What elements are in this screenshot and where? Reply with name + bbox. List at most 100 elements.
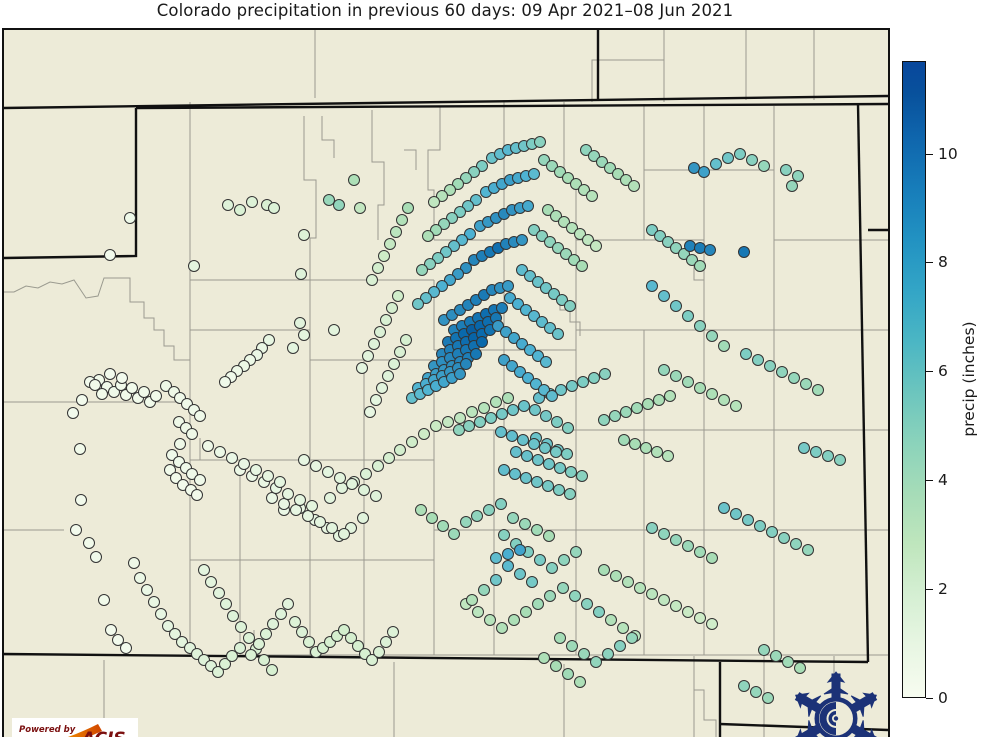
scatter-point[interactable] (462, 200, 474, 212)
scatter-point[interactable] (653, 394, 665, 406)
scatter-point[interactable] (128, 557, 140, 569)
scatter-point[interactable] (75, 494, 87, 506)
scatter-point[interactable] (542, 480, 554, 492)
scatter-point[interactable] (460, 358, 472, 370)
scatter-point[interactable] (380, 314, 392, 326)
scatter-point[interactable] (582, 234, 594, 246)
scatter-point[interactable] (570, 178, 582, 190)
scatter-point[interactable] (612, 168, 624, 180)
scatter-point[interactable] (466, 406, 478, 418)
scatter-point[interactable] (810, 446, 822, 458)
scatter-point[interactable] (378, 250, 390, 262)
scatter-point[interactable] (508, 614, 520, 626)
scatter-point[interactable] (214, 446, 226, 458)
scatter-point[interactable] (522, 200, 534, 212)
scatter-point[interactable] (521, 450, 533, 462)
scatter-point[interactable] (550, 210, 562, 222)
scatter-point[interactable] (670, 534, 682, 546)
scatter-point[interactable] (566, 640, 578, 652)
scatter-point[interactable] (174, 438, 186, 450)
scatter-point[interactable] (694, 320, 706, 332)
scatter-point[interactable] (502, 560, 514, 572)
scatter-point[interactable] (96, 388, 108, 400)
scatter-point[interactable] (670, 242, 682, 254)
scatter-point[interactable] (126, 382, 138, 394)
scatter-point[interactable] (598, 414, 610, 426)
scatter-point[interactable] (507, 404, 519, 416)
scatter-point[interactable] (374, 326, 386, 338)
scatter-point[interactable] (298, 229, 310, 241)
scatter-point[interactable] (476, 160, 488, 172)
scatter-point[interactable] (226, 650, 238, 662)
scatter-point[interactable] (428, 286, 440, 298)
scatter-point[interactable] (718, 502, 730, 514)
scatter-point[interactable] (516, 338, 528, 350)
scatter-point[interactable] (463, 420, 475, 432)
scatter-point[interactable] (266, 492, 278, 504)
scatter-point[interactable] (442, 416, 454, 428)
scatter-point[interactable] (112, 634, 124, 646)
scatter-point[interactable] (569, 590, 581, 602)
scatter-point[interactable] (550, 660, 562, 672)
scatter-point[interactable] (373, 646, 385, 658)
scatter-point[interactable] (383, 452, 395, 464)
scatter-point[interactable] (213, 587, 225, 599)
scatter-point[interactable] (448, 240, 460, 252)
scatter-point[interactable] (626, 632, 638, 644)
scatter-point[interactable] (758, 644, 770, 656)
scatter-point[interactable] (706, 618, 718, 630)
scatter-point[interactable] (452, 268, 464, 280)
scatter-point[interactable] (188, 260, 200, 272)
scatter-point[interactable] (662, 450, 674, 462)
scatter-point[interactable] (634, 582, 646, 594)
scatter-point[interactable] (394, 444, 406, 456)
scatter-point[interactable] (566, 222, 578, 234)
scatter-points[interactable] (67, 136, 846, 704)
scatter-point[interactable] (496, 622, 508, 634)
scatter-point[interactable] (298, 329, 310, 341)
scatter-point[interactable] (658, 594, 670, 606)
scatter-point[interactable] (234, 642, 246, 654)
scatter-point[interactable] (483, 504, 495, 516)
scatter-point[interactable] (654, 230, 666, 242)
scatter-point[interactable] (792, 170, 804, 182)
scatter-point[interactable] (356, 362, 368, 374)
scatter-point[interactable] (526, 576, 538, 588)
scatter-point[interactable] (532, 598, 544, 610)
scatter-point[interactable] (558, 554, 570, 566)
scatter-point[interactable] (614, 640, 626, 652)
scatter-point[interactable] (478, 402, 490, 414)
scatter-point[interactable] (770, 650, 782, 662)
scatter-point[interactable] (164, 464, 176, 476)
scatter-point[interactable] (540, 282, 552, 294)
scatter-point[interactable] (496, 408, 508, 420)
scatter-point[interactable] (390, 226, 402, 238)
scatter-point[interactable] (598, 564, 610, 576)
scatter-point[interactable] (70, 524, 82, 536)
scatter-point[interactable] (562, 668, 574, 680)
scatter-point[interactable] (740, 348, 752, 360)
scatter-point[interactable] (520, 304, 532, 316)
colorado-map[interactable] (4, 30, 888, 737)
scatter-point[interactable] (540, 356, 552, 368)
scatter-point[interactable] (651, 446, 663, 458)
scatter-point[interactable] (554, 462, 566, 474)
scatter-point[interactable] (104, 368, 116, 380)
scatter-point[interactable] (438, 218, 450, 230)
scatter-point[interactable] (396, 214, 408, 226)
scatter-point[interactable] (186, 468, 198, 480)
scatter-point[interactable] (426, 512, 438, 524)
scatter-point[interactable] (268, 202, 280, 214)
scatter-point[interactable] (278, 498, 290, 510)
scatter-point[interactable] (160, 380, 172, 392)
scatter-point[interactable] (267, 618, 279, 630)
scatter-point[interactable] (338, 624, 350, 636)
scatter-point[interactable] (492, 320, 504, 332)
scatter-point[interactable] (658, 364, 670, 376)
scatter-point[interactable] (502, 548, 514, 560)
scatter-point[interactable] (564, 300, 576, 312)
scatter-point[interactable] (682, 376, 694, 388)
scatter-point[interactable] (484, 614, 496, 626)
scatter-point[interactable] (436, 280, 448, 292)
scatter-point[interactable] (298, 454, 310, 466)
